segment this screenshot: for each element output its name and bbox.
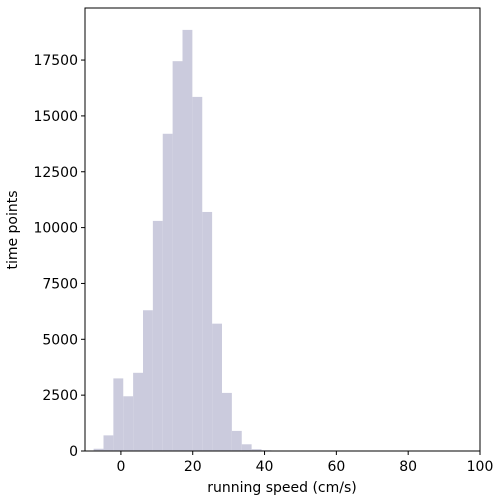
- x-axis-label: running speed (cm/s): [207, 480, 357, 496]
- y-tick-label: 12500: [33, 165, 78, 181]
- bar: [202, 211, 213, 451]
- bar: [172, 61, 183, 451]
- bar: [133, 372, 143, 451]
- bar: [93, 448, 104, 451]
- bar: [212, 323, 222, 451]
- y-axis-label: time points: [5, 190, 21, 269]
- bar: [231, 430, 242, 451]
- x-tick-label: 100: [467, 459, 494, 475]
- bar: [142, 310, 153, 451]
- plot-frame: [84, 7, 481, 452]
- y-tick-label: 7500: [42, 276, 78, 292]
- x-tick-label: 0: [116, 459, 125, 475]
- y-tick-label: 15000: [33, 109, 78, 125]
- y-tick-label: 5000: [42, 332, 78, 348]
- x-tick-label: 20: [184, 459, 202, 475]
- x-tick-label: 60: [327, 459, 345, 475]
- bar: [221, 392, 232, 451]
- bar: [103, 435, 114, 451]
- bar: [162, 133, 173, 452]
- bar: [241, 444, 252, 451]
- y-tick-label: 0: [69, 444, 78, 460]
- x-tick-label: 80: [399, 459, 417, 475]
- bar: [152, 220, 163, 451]
- bar: [123, 396, 134, 451]
- y-tick-label: 17500: [33, 53, 78, 69]
- bar: [113, 378, 124, 451]
- y-tick-label: 10000: [33, 221, 78, 237]
- x-tick-label: 40: [256, 459, 274, 475]
- y-tick-label: 2500: [42, 388, 78, 404]
- bar: [251, 449, 262, 451]
- bar: [192, 96, 203, 452]
- bar: [182, 29, 193, 451]
